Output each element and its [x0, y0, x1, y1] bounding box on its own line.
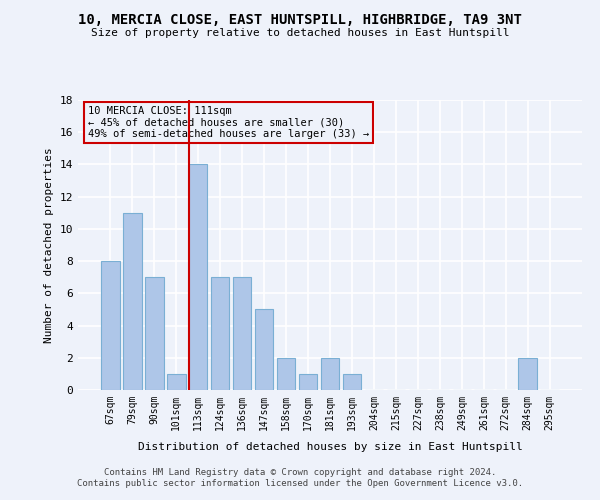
- Bar: [145, 277, 164, 390]
- Bar: [167, 374, 185, 390]
- Bar: [123, 213, 142, 390]
- Text: Distribution of detached houses by size in East Huntspill: Distribution of detached houses by size …: [137, 442, 523, 452]
- Bar: [101, 261, 119, 390]
- Text: 10 MERCIA CLOSE: 111sqm
← 45% of detached houses are smaller (30)
49% of semi-de: 10 MERCIA CLOSE: 111sqm ← 45% of detache…: [88, 106, 370, 139]
- Bar: [343, 374, 361, 390]
- Text: Size of property relative to detached houses in East Huntspill: Size of property relative to detached ho…: [91, 28, 509, 38]
- Bar: [518, 358, 537, 390]
- Bar: [277, 358, 295, 390]
- Y-axis label: Number of detached properties: Number of detached properties: [44, 147, 54, 343]
- Bar: [211, 277, 229, 390]
- Bar: [233, 277, 251, 390]
- Text: 10, MERCIA CLOSE, EAST HUNTSPILL, HIGHBRIDGE, TA9 3NT: 10, MERCIA CLOSE, EAST HUNTSPILL, HIGHBR…: [78, 12, 522, 26]
- Bar: [189, 164, 208, 390]
- Bar: [255, 310, 274, 390]
- Bar: [320, 358, 340, 390]
- Text: Contains HM Land Registry data © Crown copyright and database right 2024.
Contai: Contains HM Land Registry data © Crown c…: [77, 468, 523, 487]
- Bar: [299, 374, 317, 390]
